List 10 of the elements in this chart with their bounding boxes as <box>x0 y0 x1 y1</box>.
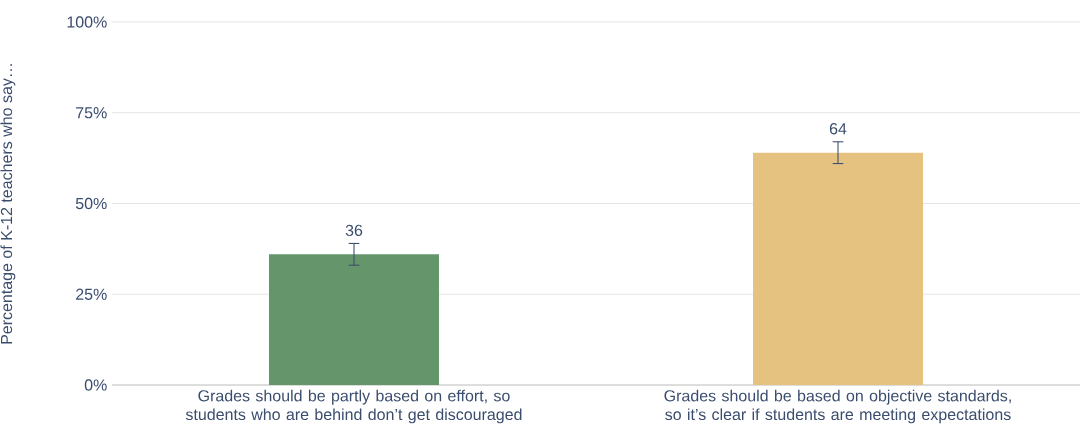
x-tick-label: Grades should be partly based on effort, so students who are behind don’t get discouraged <box>185 389 522 424</box>
y-tick-label: 75% <box>76 107 107 119</box>
data-label: 64 <box>829 123 847 135</box>
data-label: 36 <box>345 224 363 237</box>
x-tick-label: Grades should be based on objective standards, so it’s clear if students are meeting expectations <box>664 389 1011 424</box>
y-tick-label: 25% <box>76 288 107 300</box>
y-axis-title: Percentage of K-12 teachers who say… <box>0 64 16 344</box>
y-tick-label: 50% <box>75 197 107 210</box>
y-tick-label: 100% <box>67 16 107 28</box>
y-tick-label: 0% <box>84 379 107 391</box>
